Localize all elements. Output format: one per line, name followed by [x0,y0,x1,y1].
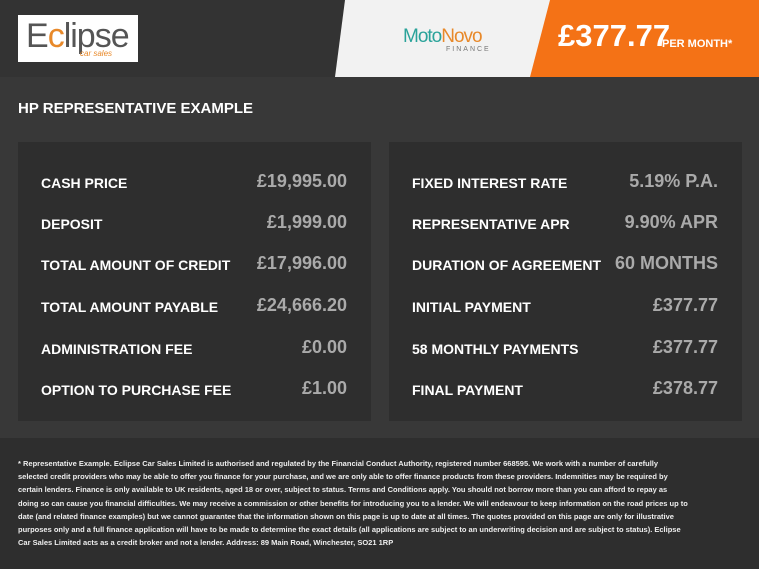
row-label: DEPOSIT [41,216,103,232]
row-label: ADMINISTRATION FEE [41,341,193,357]
finance-row: REPRESENTATIVE APR 9.90% APR [412,212,718,234]
finance-row: FINAL PAYMENT £378.77 [412,378,718,400]
eclipse-logo: Eclipse car sales [18,15,138,62]
row-value: £17,996.00 [256,253,347,273]
finance-row: FIXED INTEREST RATE 5.19% P.A. [412,171,718,193]
row-label: INITIAL PAYMENT [412,299,531,315]
logo-sub: FINANCE [446,46,491,53]
monthly-price: £377.77 [558,18,671,53]
logo-part1: Moto [403,26,442,47]
row-value: £19,995.00 [256,171,347,191]
finance-row: DEPOSIT £1,999.00 [41,212,347,234]
per-month-label: PER MONTH* [662,38,733,50]
page-title: HP REPRESENTATIVE EXAMPLE [18,100,254,117]
row-value: 5.19% P.A. [629,171,718,191]
left-finance-panel: CASH PRICE £19,995.00 DEPOSIT £1,999.00 TOTA… [18,142,371,421]
row-value: £1.00 [301,378,347,398]
row-value: £378.77 [652,378,718,398]
row-value: 9.90% APR [624,212,718,232]
row-value: 60 MONTHS [614,253,718,273]
finance-row: TOTAL AMOUNT PAYABLE £24,666.20 [41,295,347,317]
row-label: REPRESENTATIVE APR [412,216,570,232]
row-value: £1,999.00 [266,212,347,232]
motonovo-logo: MotoNovo FINANCE [335,0,555,77]
finance-row: CASH PRICE £19,995.00 [41,171,347,193]
row-value: £24,666.20 [256,295,347,315]
header: Eclipse car sales MotoNovo FINANCE £377.7… [0,0,759,77]
row-value: £0.00 [301,337,347,357]
finance-row: DURATION OF AGREEMENT 60 MONTHS [412,253,718,275]
finance-row: OPTION TO PURCHASE FEE £1.00 [41,378,347,400]
row-label: TOTAL AMOUNT OF CREDIT [41,257,231,273]
row-label: OPTION TO PURCHASE FEE [41,382,232,398]
logo-part2: Novo [441,26,482,47]
row-label: CASH PRICE [41,175,128,191]
finance-row: TOTAL AMOUNT OF CREDIT £17,996.00 [41,253,347,275]
finance-row: INITIAL PAYMENT £377.77 [412,295,718,317]
finance-row: ADMINISTRATION FEE £0.00 [41,337,347,359]
row-label: DURATION OF AGREEMENT [412,257,601,273]
finance-row: 58 MONTHLY PAYMENTS £377.77 [412,337,718,359]
row-label: FINAL PAYMENT [412,382,523,398]
row-label: TOTAL AMOUNT PAYABLE [41,299,219,315]
disclaimer-text: * Representative Example. Eclipse Car Sa… [18,459,688,548]
right-finance-panel: FIXED INTEREST RATE 5.19% P.A. REPRESENTAT… [389,142,742,421]
disclaimer-footer: * Representative Example. Eclipse Car Sa… [0,438,759,569]
row-label: FIXED INTEREST RATE [412,175,568,191]
row-value: £377.77 [652,295,718,315]
monthly-price-banner: £377.77 PER MONTH* [530,0,759,77]
row-label: 58 MONTHLY PAYMENTS [412,341,579,357]
row-value: £377.77 [652,337,718,357]
